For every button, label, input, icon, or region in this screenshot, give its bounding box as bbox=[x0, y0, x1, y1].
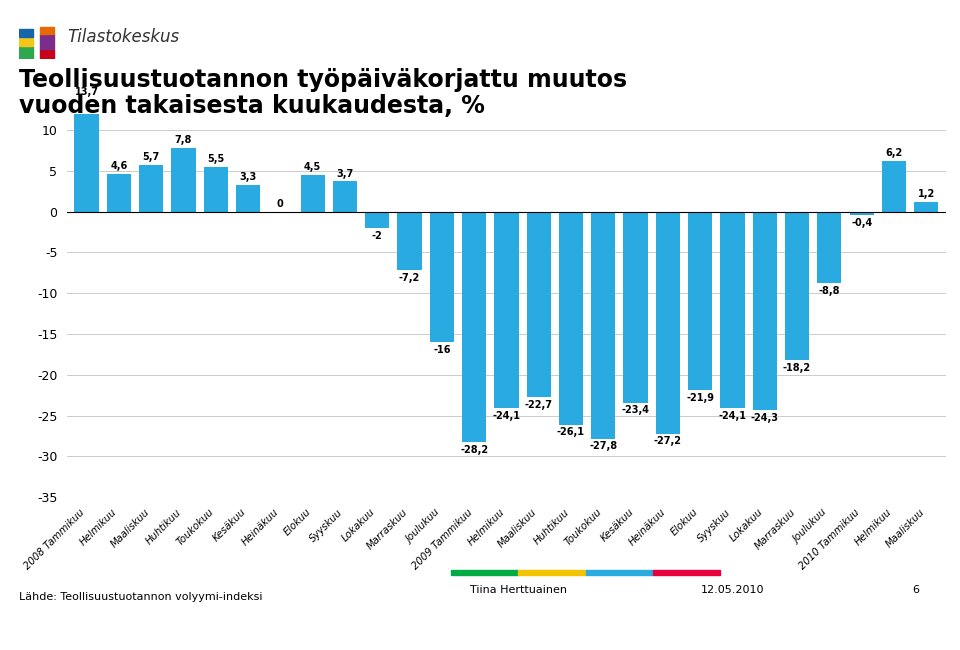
Bar bbox=[720, 212, 745, 408]
Bar bbox=[753, 212, 777, 410]
Text: -27,8: -27,8 bbox=[589, 441, 617, 451]
Bar bbox=[527, 212, 551, 397]
Bar bbox=[139, 165, 163, 212]
Text: Tiina Herttuainen: Tiina Herttuainen bbox=[470, 585, 567, 595]
Text: -7,2: -7,2 bbox=[399, 273, 420, 283]
Bar bbox=[559, 212, 583, 424]
Bar bbox=[462, 212, 486, 442]
Text: -23,4: -23,4 bbox=[621, 406, 650, 415]
Bar bbox=[236, 185, 260, 212]
Text: 1,2: 1,2 bbox=[918, 189, 935, 199]
Text: 4,5: 4,5 bbox=[304, 162, 322, 172]
Bar bbox=[817, 212, 842, 283]
Text: 4,6: 4,6 bbox=[110, 161, 128, 172]
Text: -2: -2 bbox=[372, 231, 383, 241]
Bar bbox=[785, 212, 809, 360]
Bar bbox=[19, 29, 33, 36]
Text: 13,7: 13,7 bbox=[75, 87, 99, 97]
Bar bbox=[494, 212, 518, 408]
Bar bbox=[19, 46, 33, 58]
Bar bbox=[365, 212, 390, 228]
Text: Lähde: Teollisuustuotannon volyymi-indeksi: Lähde: Teollisuustuotannon volyymi-indek… bbox=[19, 592, 263, 601]
Bar bbox=[19, 36, 33, 46]
Text: -16: -16 bbox=[433, 345, 450, 355]
Bar bbox=[430, 212, 454, 342]
Text: vuoden takaisesta kuukaudesta, %: vuoden takaisesta kuukaudesta, % bbox=[19, 94, 485, 118]
Bar bbox=[300, 175, 324, 212]
Text: -28,2: -28,2 bbox=[460, 445, 489, 454]
Bar bbox=[882, 161, 906, 212]
Text: -18,2: -18,2 bbox=[783, 363, 811, 373]
Text: 3,3: 3,3 bbox=[239, 172, 256, 182]
Bar bbox=[40, 27, 54, 34]
Text: -0,4: -0,4 bbox=[851, 218, 873, 227]
Text: -8,8: -8,8 bbox=[819, 286, 840, 296]
Text: 3,7: 3,7 bbox=[336, 168, 353, 179]
Bar bbox=[850, 212, 874, 215]
Bar bbox=[623, 212, 648, 402]
Text: 0: 0 bbox=[277, 199, 284, 209]
Text: -26,1: -26,1 bbox=[557, 428, 585, 437]
Text: -22,7: -22,7 bbox=[525, 400, 553, 410]
Bar bbox=[591, 212, 615, 439]
Bar bbox=[204, 167, 228, 212]
Text: 5,7: 5,7 bbox=[142, 152, 159, 162]
Bar bbox=[171, 148, 196, 212]
Bar bbox=[688, 212, 712, 391]
Text: Tilastokeskus: Tilastokeskus bbox=[67, 27, 180, 46]
Bar bbox=[333, 181, 357, 212]
Bar bbox=[107, 174, 131, 212]
Bar bbox=[397, 212, 421, 270]
Bar bbox=[40, 34, 54, 49]
Text: Teollisuustuotannon työpäiväkorjattu muutos: Teollisuustuotannon työpäiväkorjattu muu… bbox=[19, 68, 627, 92]
Bar bbox=[40, 49, 54, 58]
Text: -27,2: -27,2 bbox=[654, 436, 682, 447]
Text: 12.05.2010: 12.05.2010 bbox=[701, 585, 764, 595]
Text: 5,5: 5,5 bbox=[207, 154, 225, 164]
Bar bbox=[914, 202, 938, 212]
Text: 6: 6 bbox=[912, 585, 919, 595]
Text: -21,9: -21,9 bbox=[686, 393, 714, 403]
Text: -24,1: -24,1 bbox=[492, 411, 520, 421]
Text: 7,8: 7,8 bbox=[175, 135, 192, 145]
Text: -24,1: -24,1 bbox=[718, 411, 747, 421]
Bar bbox=[75, 100, 99, 212]
Text: 6,2: 6,2 bbox=[885, 148, 902, 158]
Text: -24,3: -24,3 bbox=[751, 413, 779, 422]
Bar bbox=[656, 212, 680, 434]
